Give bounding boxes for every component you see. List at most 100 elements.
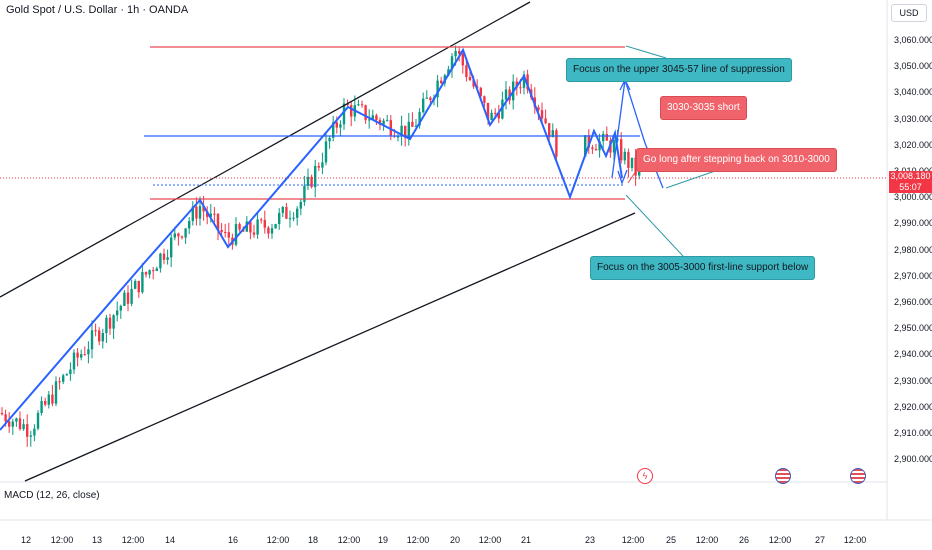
flash-event-icon[interactable]: ϟ [637, 468, 653, 484]
time-tick-label: 21 [520, 535, 532, 545]
candle-body [202, 206, 205, 212]
candle-body [515, 81, 518, 88]
candle-body [72, 352, 76, 370]
candle-body [411, 121, 414, 127]
time-tick-label: 12:00 [121, 535, 145, 545]
candle-body [591, 147, 594, 150]
candle-body [152, 270, 155, 272]
candle-body [486, 102, 490, 121]
candle-body [220, 229, 223, 233]
candle-body [224, 232, 227, 234]
candle-body [29, 435, 32, 437]
candle-body [594, 149, 598, 151]
candle-body [51, 394, 54, 404]
candle-body [80, 354, 83, 358]
candle-body [519, 87, 522, 89]
candle-body [454, 50, 457, 57]
candle-body [119, 305, 122, 311]
candle-body [332, 122, 335, 138]
candle-body [184, 228, 187, 238]
candle-body [360, 104, 364, 106]
candle-body [274, 224, 277, 229]
candle-body [278, 212, 281, 225]
time-tick-label: 23 [584, 535, 596, 545]
candle-body [281, 207, 284, 213]
macd-indicator-label[interactable]: MACD (12, 26, close) [4, 490, 100, 501]
candle-body [195, 206, 198, 219]
candle-body [396, 136, 400, 138]
candle-body [447, 69, 450, 76]
lower-channel-line [24, 212, 636, 482]
candle-body [209, 213, 212, 217]
candle-body [587, 135, 590, 148]
candle-body [98, 330, 101, 342]
candle-body [494, 112, 497, 114]
candle-body [602, 133, 605, 142]
candle-body [386, 120, 389, 122]
candle-body [159, 253, 162, 269]
time-tick-label: 12:00 [478, 535, 502, 545]
candle-body [270, 228, 274, 234]
us-flag-icon[interactable] [775, 468, 791, 484]
candle-body [418, 112, 421, 126]
chart-title[interactable]: Gold Spot / U.S. Dollar · 1h · OANDA [6, 4, 189, 16]
candle-body [364, 105, 367, 121]
candle-body [112, 315, 115, 329]
candle-body [620, 139, 623, 161]
candle-body [170, 237, 173, 258]
candle-body [472, 80, 475, 87]
wave-path [0, 47, 623, 431]
candle-body [36, 413, 40, 429]
candle-body [468, 77, 472, 81]
candle-body [303, 185, 306, 202]
candle-body [429, 97, 432, 101]
candle-body [198, 206, 202, 219]
candle-body [371, 115, 374, 120]
current-price-tag: 3,008.180 55:07 [889, 171, 932, 193]
time-tick-label: 12:00 [337, 535, 361, 545]
candle-body [216, 213, 220, 230]
candle-body [627, 151, 630, 168]
candle-body [314, 166, 317, 188]
price-tick-label: 3,030.000 [894, 113, 932, 124]
resistance-callout[interactable]: Focus on the upper 3045-57 line of suppr… [566, 58, 792, 82]
arrow-down-icon [617, 169, 628, 185]
candle-body [526, 74, 529, 90]
price-tick-label: 2,950.000 [894, 323, 932, 334]
candle-body [504, 89, 508, 100]
candle-body [497, 113, 500, 119]
candle-body [296, 208, 299, 218]
time-tick-label: 12:00 [266, 535, 290, 545]
currency-selector[interactable]: USD [891, 4, 927, 22]
candle-body [144, 272, 148, 275]
price-tick-label: 2,960.000 [894, 297, 932, 307]
candle-body [310, 176, 313, 188]
candle-body [54, 381, 58, 404]
price-tick-label: 2,940.000 [894, 349, 932, 360]
candle-body [440, 80, 443, 84]
candle-body [11, 421, 14, 427]
support-callout[interactable]: Focus on the 3005-3000 first-line suppor… [590, 256, 816, 280]
candle-body [249, 221, 252, 233]
candle-body [155, 268, 158, 271]
price-tick-label: 3,020.000 [894, 139, 932, 150]
candle-body [404, 125, 407, 138]
candle-body [342, 103, 346, 125]
candle-body [15, 418, 18, 422]
candle-body [346, 103, 349, 106]
candle-body [324, 141, 328, 163]
short-callout[interactable]: 3030-3035 short [660, 96, 747, 120]
candle-body [87, 349, 90, 355]
candle-body [234, 224, 238, 245]
candle-body [105, 317, 108, 333]
long-callout[interactable]: Go long after stepping back on 3010-3000 [636, 148, 837, 172]
callout-pointer [625, 45, 667, 59]
candle-body [47, 394, 50, 405]
us-flag-icon[interactable] [850, 468, 866, 484]
candle-body [288, 218, 292, 220]
candle-body [357, 104, 360, 106]
candle-body [605, 133, 608, 141]
price-tick-label: 2,990.000 [894, 218, 932, 229]
price-tick-label: 3,060.000 [894, 35, 932, 45]
